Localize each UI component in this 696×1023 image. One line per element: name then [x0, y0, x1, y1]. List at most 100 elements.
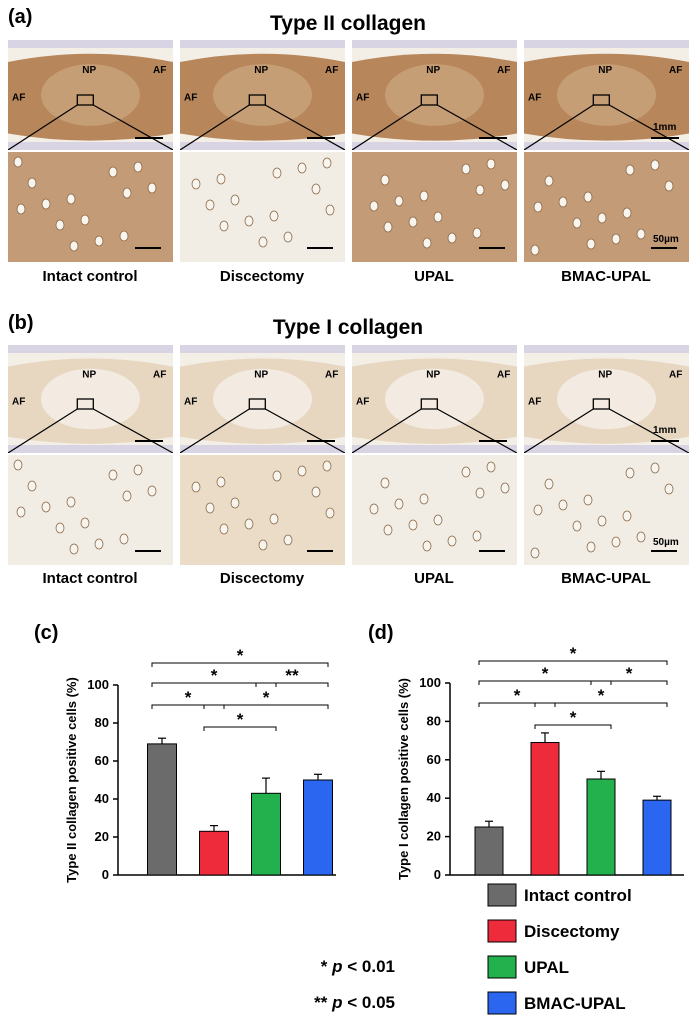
af-label-right: AF	[497, 65, 510, 76]
cell	[447, 232, 457, 244]
cell	[16, 506, 26, 518]
cell	[41, 501, 51, 513]
y-axis-label: Type II collagen positive cells (%)	[64, 677, 79, 883]
zoom-line	[265, 408, 345, 453]
type1-high-mag-image-4: 50µm	[524, 455, 689, 565]
np-label: NP	[82, 369, 96, 380]
cell	[119, 533, 129, 545]
cell	[472, 227, 482, 239]
bone-band	[8, 445, 173, 453]
type2-high-mag-image-2	[180, 152, 345, 262]
cell	[664, 180, 674, 192]
bar-intact-control	[147, 743, 177, 876]
inset-box	[76, 94, 94, 106]
cell	[472, 530, 482, 542]
cell	[69, 543, 79, 555]
scale-label-low: 1mm	[653, 425, 676, 436]
y-tick-label: 80	[427, 713, 441, 728]
cell	[583, 191, 593, 203]
cell	[27, 177, 37, 189]
significance-star: *	[237, 710, 244, 729]
cell	[394, 498, 404, 510]
af-label-left: AF	[12, 93, 25, 104]
bar-bmac-upal	[303, 779, 333, 876]
scale-label-high: 50µm	[653, 234, 679, 245]
cell	[133, 464, 143, 476]
significance-star: *	[570, 644, 577, 663]
significance-star: *	[185, 688, 192, 707]
y-tick-label: 60	[95, 753, 109, 768]
cell	[650, 159, 660, 171]
bone-band	[524, 40, 689, 48]
chart-panel-d: 0 20 40 60 80 100 Type I collagen positive cel…	[396, 644, 684, 882]
y-tick-label: 100	[419, 675, 441, 690]
cell	[216, 476, 226, 488]
zoom-line	[180, 104, 250, 150]
significance-star: *	[598, 686, 605, 705]
cell	[269, 210, 279, 222]
cell	[533, 201, 543, 213]
np-label: NP	[254, 369, 268, 380]
bar-discectomy	[530, 742, 560, 876]
zoom-line	[437, 104, 517, 150]
inset-box	[592, 94, 610, 106]
bar-bmac-upal	[642, 799, 672, 876]
cell	[244, 518, 254, 530]
cell	[408, 519, 418, 531]
af-label-left: AF	[184, 396, 197, 407]
cell	[533, 504, 543, 516]
significance-bracket	[151, 704, 225, 709]
inset-box	[420, 398, 438, 410]
y-tick-label: 80	[95, 715, 109, 730]
cell	[322, 157, 332, 169]
cell	[461, 163, 471, 175]
significance-bracket	[478, 660, 668, 665]
y-tick-label: 60	[427, 752, 441, 767]
cell	[205, 199, 215, 211]
cell	[486, 461, 496, 473]
bone-band	[8, 40, 173, 48]
cell	[133, 161, 143, 173]
zoom-line	[524, 408, 594, 453]
cell	[422, 237, 432, 249]
note-threshold: < 0.05	[343, 993, 395, 1012]
significance-star: *	[542, 664, 549, 683]
af-label-left: AF	[12, 396, 25, 407]
cell	[216, 173, 226, 185]
zoom-line	[609, 408, 689, 453]
type2-low-mag-image-2: NP AF AF	[180, 40, 345, 150]
type1-high-mag-image-1	[8, 455, 173, 565]
legend-label: UPAL	[524, 958, 569, 977]
cell	[636, 531, 646, 543]
np-label: NP	[426, 369, 440, 380]
zoom-line	[352, 408, 422, 453]
np-label: NP	[82, 65, 96, 76]
cell-field	[8, 152, 173, 262]
cell	[244, 215, 254, 227]
cell	[230, 497, 240, 509]
cell	[572, 217, 582, 229]
y-tick-label: 0	[434, 867, 441, 882]
significance-bracket	[478, 680, 612, 685]
type1-high-mag-image-3	[352, 455, 517, 565]
bone-band	[352, 40, 517, 48]
type1-high-mag-image-2	[180, 455, 345, 565]
cell	[325, 507, 335, 519]
cell	[55, 219, 65, 231]
cell	[122, 187, 132, 199]
cell	[572, 520, 582, 532]
cell	[147, 485, 157, 497]
cell	[322, 460, 332, 472]
cell	[55, 522, 65, 534]
type2-low-mag-image-1: NP AF AF	[8, 40, 173, 150]
cell	[94, 538, 104, 550]
cell	[500, 179, 510, 191]
cell	[611, 536, 621, 548]
af-label-left: AF	[356, 396, 369, 407]
inset-box	[592, 398, 610, 410]
cell	[558, 196, 568, 208]
significance-bracket	[203, 704, 329, 709]
np-label: NP	[426, 65, 440, 76]
cell	[219, 220, 229, 232]
cell	[586, 238, 596, 250]
